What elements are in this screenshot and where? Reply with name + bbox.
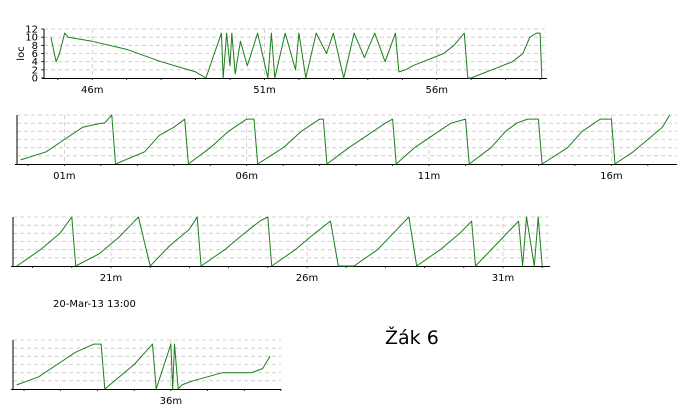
y-tick-label: 8 [32, 41, 38, 52]
x-tick-label: 56m [426, 85, 448, 96]
x-tick-label: 31m [492, 273, 514, 284]
x-tick-label: 36m [160, 396, 182, 407]
page-title: Žák 6 [385, 326, 439, 349]
chart-panel-4: 36m [11, 339, 282, 407]
y-tick-label: 4 [32, 57, 38, 68]
y-tick-label: 2 [32, 65, 38, 76]
y-axis-label: loc [16, 46, 27, 60]
series-line-1 [50, 32, 543, 79]
x-tick-label: 06m [235, 171, 257, 182]
x-tick-label: 51m [253, 85, 275, 96]
x-tick-label: 11m [418, 171, 440, 182]
y-tick-label: 6 [32, 49, 38, 60]
x-tick-label: 46m [81, 85, 103, 96]
series-line-1 [16, 343, 271, 390]
series-line-1 [16, 216, 543, 267]
chart-panel-3: 21m 26m 31m [11, 216, 550, 284]
y-tick-label: 0 [32, 74, 38, 85]
y-tick-label: 12 [25, 25, 38, 36]
date-label: 20-Mar-13 13:00 [53, 299, 136, 310]
x-tick-label: 16m [600, 171, 622, 182]
y-tick-label: 10 [25, 33, 38, 44]
chart-panel-2: 01m 06m 11m 16m [15, 114, 677, 182]
x-tick-label: 01m [53, 171, 75, 182]
series-line-1 [20, 114, 671, 165]
x-tick-label: 26m [296, 273, 318, 284]
x-tick-label: 21m [100, 273, 122, 284]
